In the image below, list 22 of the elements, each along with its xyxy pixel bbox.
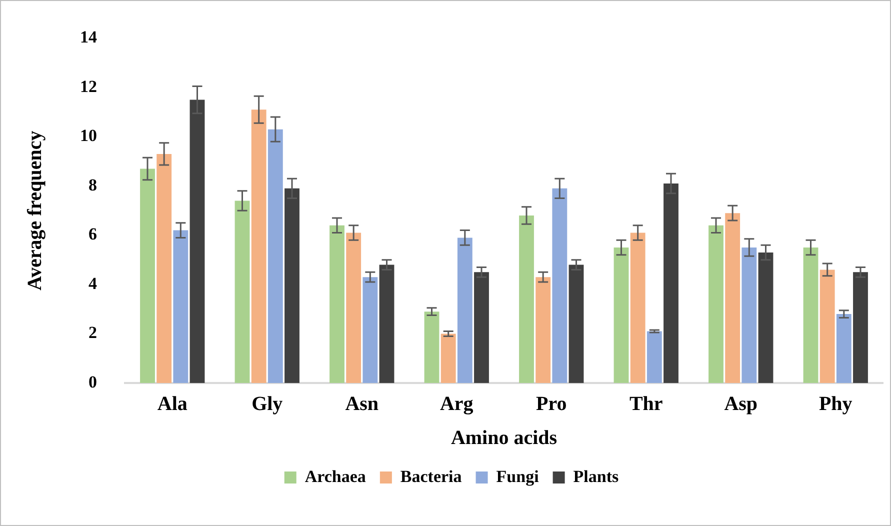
y-tick-label: 2 [88,323,97,342]
x-tick-label: Pro [536,393,567,416]
legend-label: Fungi [496,466,540,486]
legend-label: Plants [573,466,620,486]
legend-label: Bacteria [400,466,462,486]
x-tick-label: Thr [629,393,663,416]
y-tick-label: 12 [80,76,97,96]
x-tick-label: Arg [440,393,474,416]
x-tick-label: Asn [345,393,379,416]
x-axis-title: Amino acids [450,427,558,450]
y-axis-title: Average frequency [24,130,46,290]
y-tick-label: 6 [88,224,97,244]
x-tick-label: Ala [157,393,188,416]
x-tick-label: Phy [818,393,852,416]
legend-label: Archaea [304,466,366,486]
x-tick-label: Gly [252,393,283,416]
y-tick-label: 0 [88,372,97,392]
y-tick-label: 8 [88,175,97,194]
y-tick-label: 4 [88,274,98,293]
y-tick-label: 14 [80,28,98,47]
x-tick-label: Asp [724,393,758,416]
y-tick-label: 10 [80,126,97,146]
